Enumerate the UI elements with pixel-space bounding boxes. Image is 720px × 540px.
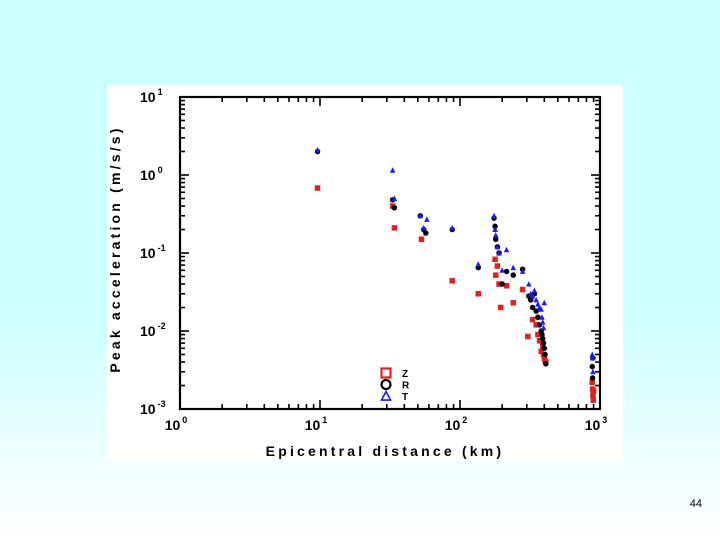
data-point-r (492, 236, 499, 243)
data-point-t (531, 287, 538, 294)
data-point-t (510, 264, 516, 271)
data-point-t (533, 296, 539, 303)
y-axis-label: Peak acceleration (m/s/s) (107, 125, 123, 372)
data-point-r (541, 345, 548, 352)
y-tick-label: 10 1 (140, 87, 163, 105)
data-point-t (519, 268, 526, 274)
y-tick-label: 10 -2 (140, 321, 166, 339)
data-point-r (535, 314, 541, 321)
data-point-z (590, 392, 596, 399)
data-point-t (391, 195, 398, 201)
y-tick-label: 10 -3 (140, 399, 166, 417)
data-point-t (539, 319, 546, 325)
legend-label-r: R (402, 381, 410, 392)
data-point-r (499, 281, 505, 287)
data-point-r (423, 230, 429, 236)
data-point-t (492, 226, 498, 232)
legend-label-t: T (402, 392, 408, 403)
data-point-r (543, 361, 549, 367)
data-point-t (389, 167, 396, 173)
data-point-z (538, 348, 544, 355)
plot-frame (178, 95, 602, 411)
data-point-t (494, 243, 501, 250)
data-point-r (542, 351, 548, 358)
data-point-z (492, 272, 499, 278)
x-axis-label: Epicentral distance (km) (266, 443, 505, 459)
data-point-z (525, 333, 531, 340)
data-point-t (538, 306, 544, 312)
data-point-t (499, 267, 505, 273)
data-point-t (529, 293, 536, 299)
y-tick-label: 10 -1 (140, 243, 166, 261)
data-point-t (420, 224, 427, 231)
data-point-z (510, 300, 516, 306)
data-point-t (539, 314, 545, 320)
data-point-z (494, 263, 501, 269)
data-point-r (529, 304, 536, 311)
data-point-z (497, 304, 504, 311)
data-point-t (589, 351, 595, 357)
data-point-t (417, 212, 423, 219)
x-tick-label: 10 1 (305, 415, 328, 433)
y-tick-label: 10 0 (140, 165, 163, 183)
data-point-r (510, 272, 516, 278)
data-point-t (496, 250, 502, 256)
data-point-t (424, 216, 430, 222)
data-point-z (391, 225, 398, 231)
scatter-chart: 10 0 10 1 10 2 10 3 10 -3 10 -2 10 -1 10 0 10 1 Epicentral… (107, 87, 608, 459)
data-point-t (541, 299, 548, 306)
data-point-t (475, 261, 481, 267)
data-point-z (314, 185, 321, 191)
data-point-z (492, 256, 498, 263)
data-point-t (503, 246, 510, 253)
data-point-t (589, 355, 596, 361)
chart-figure: 10 0 10 1 10 2 10 3 10 -3 10 -2 10 -1 10 0 10 1 Epicentral… (107, 85, 623, 461)
legend-label-z: Z (402, 369, 408, 380)
x-tick-label: 10 3 (585, 415, 608, 433)
data-point-z (529, 316, 536, 323)
data-point-r (503, 268, 510, 275)
data-point-r (540, 340, 547, 346)
legend-marker-r (380, 378, 392, 391)
data-point-z (496, 281, 502, 287)
data-point-t (449, 224, 455, 231)
data-point-z (536, 337, 543, 344)
x-tick-label: 10 2 (445, 415, 468, 433)
data-point-z (590, 388, 597, 394)
data-point-t (526, 281, 532, 287)
data-point-t (540, 324, 547, 331)
x-tick-label: 10 0 (165, 415, 188, 433)
data-point-z (590, 397, 597, 403)
data-point-z (475, 291, 481, 297)
data-point-t (314, 146, 321, 153)
data-point-r (589, 363, 595, 370)
data-point-z (533, 322, 539, 328)
data-point-z (418, 236, 425, 243)
page-number: 44 (689, 498, 702, 510)
data-point-z (449, 278, 455, 284)
data-point-r (589, 375, 596, 381)
data-point-t (491, 212, 497, 219)
data-point-z (503, 283, 510, 289)
data-point-t (492, 232, 499, 238)
data-point-z (519, 286, 526, 293)
data-point-r (391, 205, 398, 211)
legend-marker-z (380, 367, 392, 379)
legend-marker-t (380, 389, 392, 401)
data-point-r (539, 335, 546, 342)
data-point-z (535, 331, 541, 338)
data-point-t (590, 368, 596, 375)
data-point-z (589, 379, 595, 386)
data-point-r (492, 223, 498, 230)
